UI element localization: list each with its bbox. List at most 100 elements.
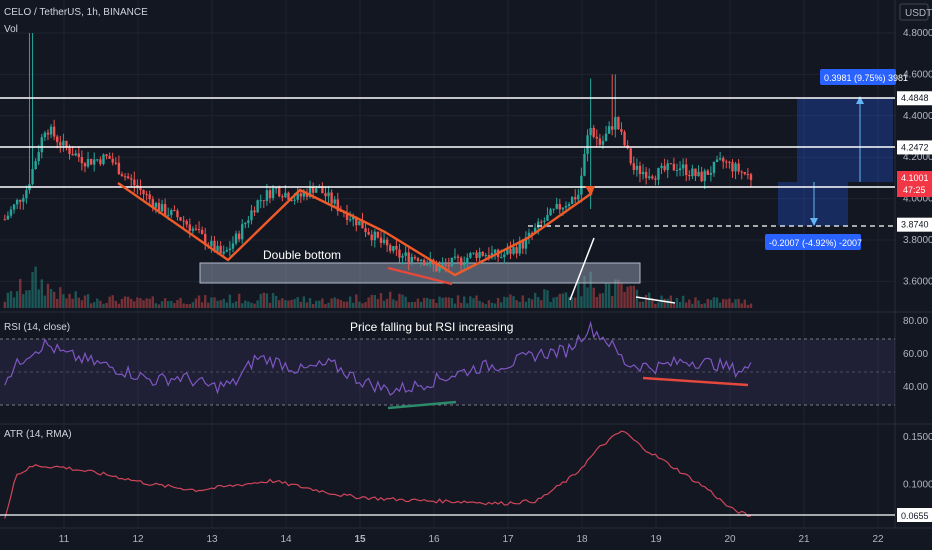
- volume-bar: [49, 289, 53, 308]
- volume-bar: [407, 302, 410, 308]
- rsi-tick-label: 80.00: [903, 316, 928, 327]
- volume-bar: [737, 298, 740, 308]
- volume-bar: [395, 300, 398, 308]
- volume-bar: [533, 292, 537, 308]
- price-lower-low-line[interactable]: [387, 266, 453, 286]
- volume-bar: [672, 304, 676, 308]
- volume-bar: [126, 296, 130, 308]
- candle-body: [583, 153, 586, 176]
- time-tick-label: 14: [280, 534, 292, 545]
- candle-body: [558, 204, 561, 210]
- candle-body: [253, 210, 256, 213]
- volume-bar: [463, 296, 466, 308]
- volume-bar: [512, 296, 515, 308]
- volume-bar: [62, 294, 65, 308]
- time-tick-label: 13: [206, 534, 218, 545]
- volume-bar: [453, 303, 457, 308]
- volume-bar: [68, 293, 71, 308]
- volume-bar: [12, 297, 16, 308]
- volume-bar: [503, 296, 506, 308]
- candle-body: [160, 204, 164, 212]
- volume-bar: [293, 299, 296, 308]
- rsi-tick-label: 60.00: [903, 349, 928, 360]
- atr-ticks: 0.1500 0.1000: [903, 432, 932, 491]
- volume-bar: [281, 298, 284, 308]
- candle-body: [469, 253, 472, 258]
- candle-body: [157, 202, 161, 212]
- countdown: 47:25: [903, 185, 926, 195]
- candle-body: [404, 252, 407, 256]
- candle-body: [546, 215, 549, 221]
- volume-bar: [231, 303, 235, 308]
- volume-bar: [188, 304, 191, 308]
- candle-body: [34, 161, 37, 170]
- volume-bar: [99, 300, 102, 308]
- rsi-higher-low-line[interactable]: [387, 400, 457, 410]
- rsi-tick-label: 40.00: [903, 382, 928, 393]
- candle-body: [56, 136, 59, 143]
- candle-body: [484, 255, 487, 257]
- candle-body: [231, 243, 235, 249]
- currency-box[interactable]: [899, 3, 929, 21]
- candle-body: [570, 197, 574, 204]
- candle-body: [401, 255, 404, 258]
- candle-body: [617, 117, 620, 130]
- volume-bar: [86, 294, 90, 308]
- candle-body: [586, 135, 589, 154]
- symbol-title: CELO / TetherUS, 1h, BINANCE: [4, 7, 148, 18]
- atr-pane[interactable]: ATR (14, RMA): [0, 429, 895, 519]
- candle-body: [660, 165, 663, 169]
- candle-body: [651, 176, 654, 179]
- candle-body: [629, 148, 632, 164]
- candle-body: [25, 190, 28, 199]
- volume-bar: [160, 301, 164, 308]
- volume-bar: [459, 302, 463, 308]
- price-pane[interactable]: Double bottom CELO / TetherUS, 1h, BINAN…: [0, 7, 908, 308]
- volume-bar: [555, 296, 558, 308]
- candle-body: [478, 251, 481, 258]
- candle-body: [154, 202, 158, 208]
- atr-current: 0.0655: [901, 511, 929, 521]
- volume-bar: [315, 300, 318, 308]
- volume-bar: [133, 301, 136, 308]
- long-target-zone[interactable]: [797, 98, 893, 182]
- current-price: 4.1001: [901, 173, 929, 183]
- rsi-pane[interactable]: RSI (14, close) Price falling but RSI in…: [0, 320, 895, 410]
- volume-bar: [25, 290, 28, 308]
- candle-body: [228, 248, 232, 251]
- volume-bar: [167, 301, 170, 308]
- level-tag-label: 3.8740: [901, 220, 929, 230]
- rsi-divergence-line[interactable]: [642, 376, 749, 387]
- price-axis[interactable]: USDT 4.8000 4.6000 4.4000 4.2000 4.0000 3.800…: [897, 3, 932, 522]
- double-bottom-zigzag[interactable]: [117, 182, 593, 277]
- candle-body: [543, 220, 546, 222]
- volume-spike-line[interactable]: [569, 237, 595, 301]
- candle-body: [222, 251, 225, 254]
- time-axis[interactable]: 11 12 13 14 15 16 17 18 19 20 21 22: [59, 534, 884, 545]
- volume-bar: [370, 294, 373, 308]
- candle-body: [607, 126, 611, 134]
- volume-bar: [290, 299, 293, 308]
- volume-bar: [302, 296, 306, 308]
- double-bottom-zone[interactable]: [199, 262, 641, 284]
- candle-body: [210, 240, 213, 247]
- volume-bar: [228, 294, 232, 308]
- volume-bar: [478, 300, 481, 308]
- volume-bar: [219, 300, 222, 308]
- candle-body: [191, 228, 195, 231]
- volume-decline-line[interactable]: [635, 296, 676, 304]
- volume-bar: [678, 301, 682, 308]
- candle-body: [188, 224, 191, 231]
- candle-body: [422, 259, 426, 266]
- candle-body: [290, 199, 293, 201]
- long-label-badge: [820, 69, 896, 85]
- volume-bar: [339, 299, 343, 308]
- candle-body: [293, 199, 296, 201]
- candle-body: [385, 239, 389, 246]
- volume-bar: [373, 294, 376, 308]
- volume-bar: [154, 303, 158, 308]
- candle-body: [601, 140, 605, 145]
- volume-bar: [336, 298, 339, 308]
- candle-body: [447, 265, 450, 267]
